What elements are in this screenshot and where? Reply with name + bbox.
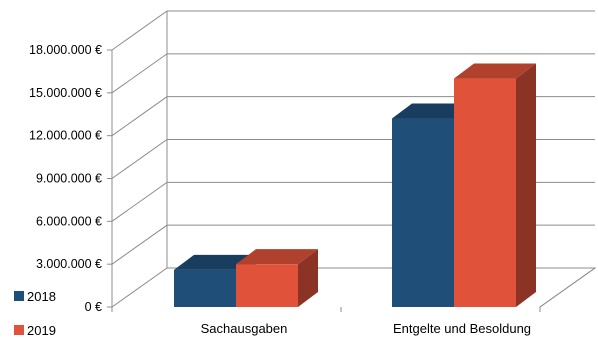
- floor-edge: [539, 267, 596, 308]
- y-tick-label: 18.000.000 €: [29, 43, 102, 57]
- bar-side: [298, 249, 318, 307]
- legend-swatch: [14, 291, 24, 301]
- bar-2019-0: [236, 249, 318, 307]
- x-category-label: Sachausgaben: [201, 321, 288, 336]
- gridlines: [111, 10, 597, 308]
- bar-top: [454, 63, 536, 79]
- gridline: [111, 10, 595, 51]
- bar-front: [236, 264, 298, 307]
- bar-2019-1: [454, 63, 536, 307]
- legend: 2018 2019: [14, 289, 56, 338]
- bar-front: [174, 269, 236, 307]
- gridline: [111, 53, 595, 94]
- legend-label: 2018: [27, 289, 56, 304]
- bar-top: [236, 249, 318, 265]
- y-axis: 0 € 3.000.000 € 6.000.000 € 9.000.000 € 12.0…: [29, 43, 541, 314]
- y-tick-label: 0 €: [85, 300, 102, 314]
- y-tick-label: 15.000.000 €: [29, 86, 102, 100]
- y-tick-label: 9.000.000 €: [36, 172, 102, 186]
- bar-front: [454, 78, 516, 307]
- legend-item-2019: 2019: [14, 323, 56, 338]
- y-tick-label: 3.000.000 €: [36, 257, 102, 271]
- bars: [174, 63, 536, 308]
- y-tick-label: 12.000.000 €: [29, 129, 102, 143]
- legend-label: 2019: [27, 323, 56, 338]
- x-category-label: Entgelte und Besoldung: [393, 321, 531, 336]
- bar-front: [392, 118, 454, 308]
- y-tick-label: 6.000.000 €: [36, 214, 102, 228]
- bar-top: [392, 103, 474, 119]
- bar-side: [516, 63, 536, 307]
- bar-top: [174, 254, 256, 270]
- legend-item-2018: 2018: [14, 289, 56, 304]
- legend-swatch: [14, 325, 24, 335]
- gridline: [111, 96, 595, 137]
- x-axis-labels: Sachausgaben Entgelte und Besoldung: [201, 321, 531, 336]
